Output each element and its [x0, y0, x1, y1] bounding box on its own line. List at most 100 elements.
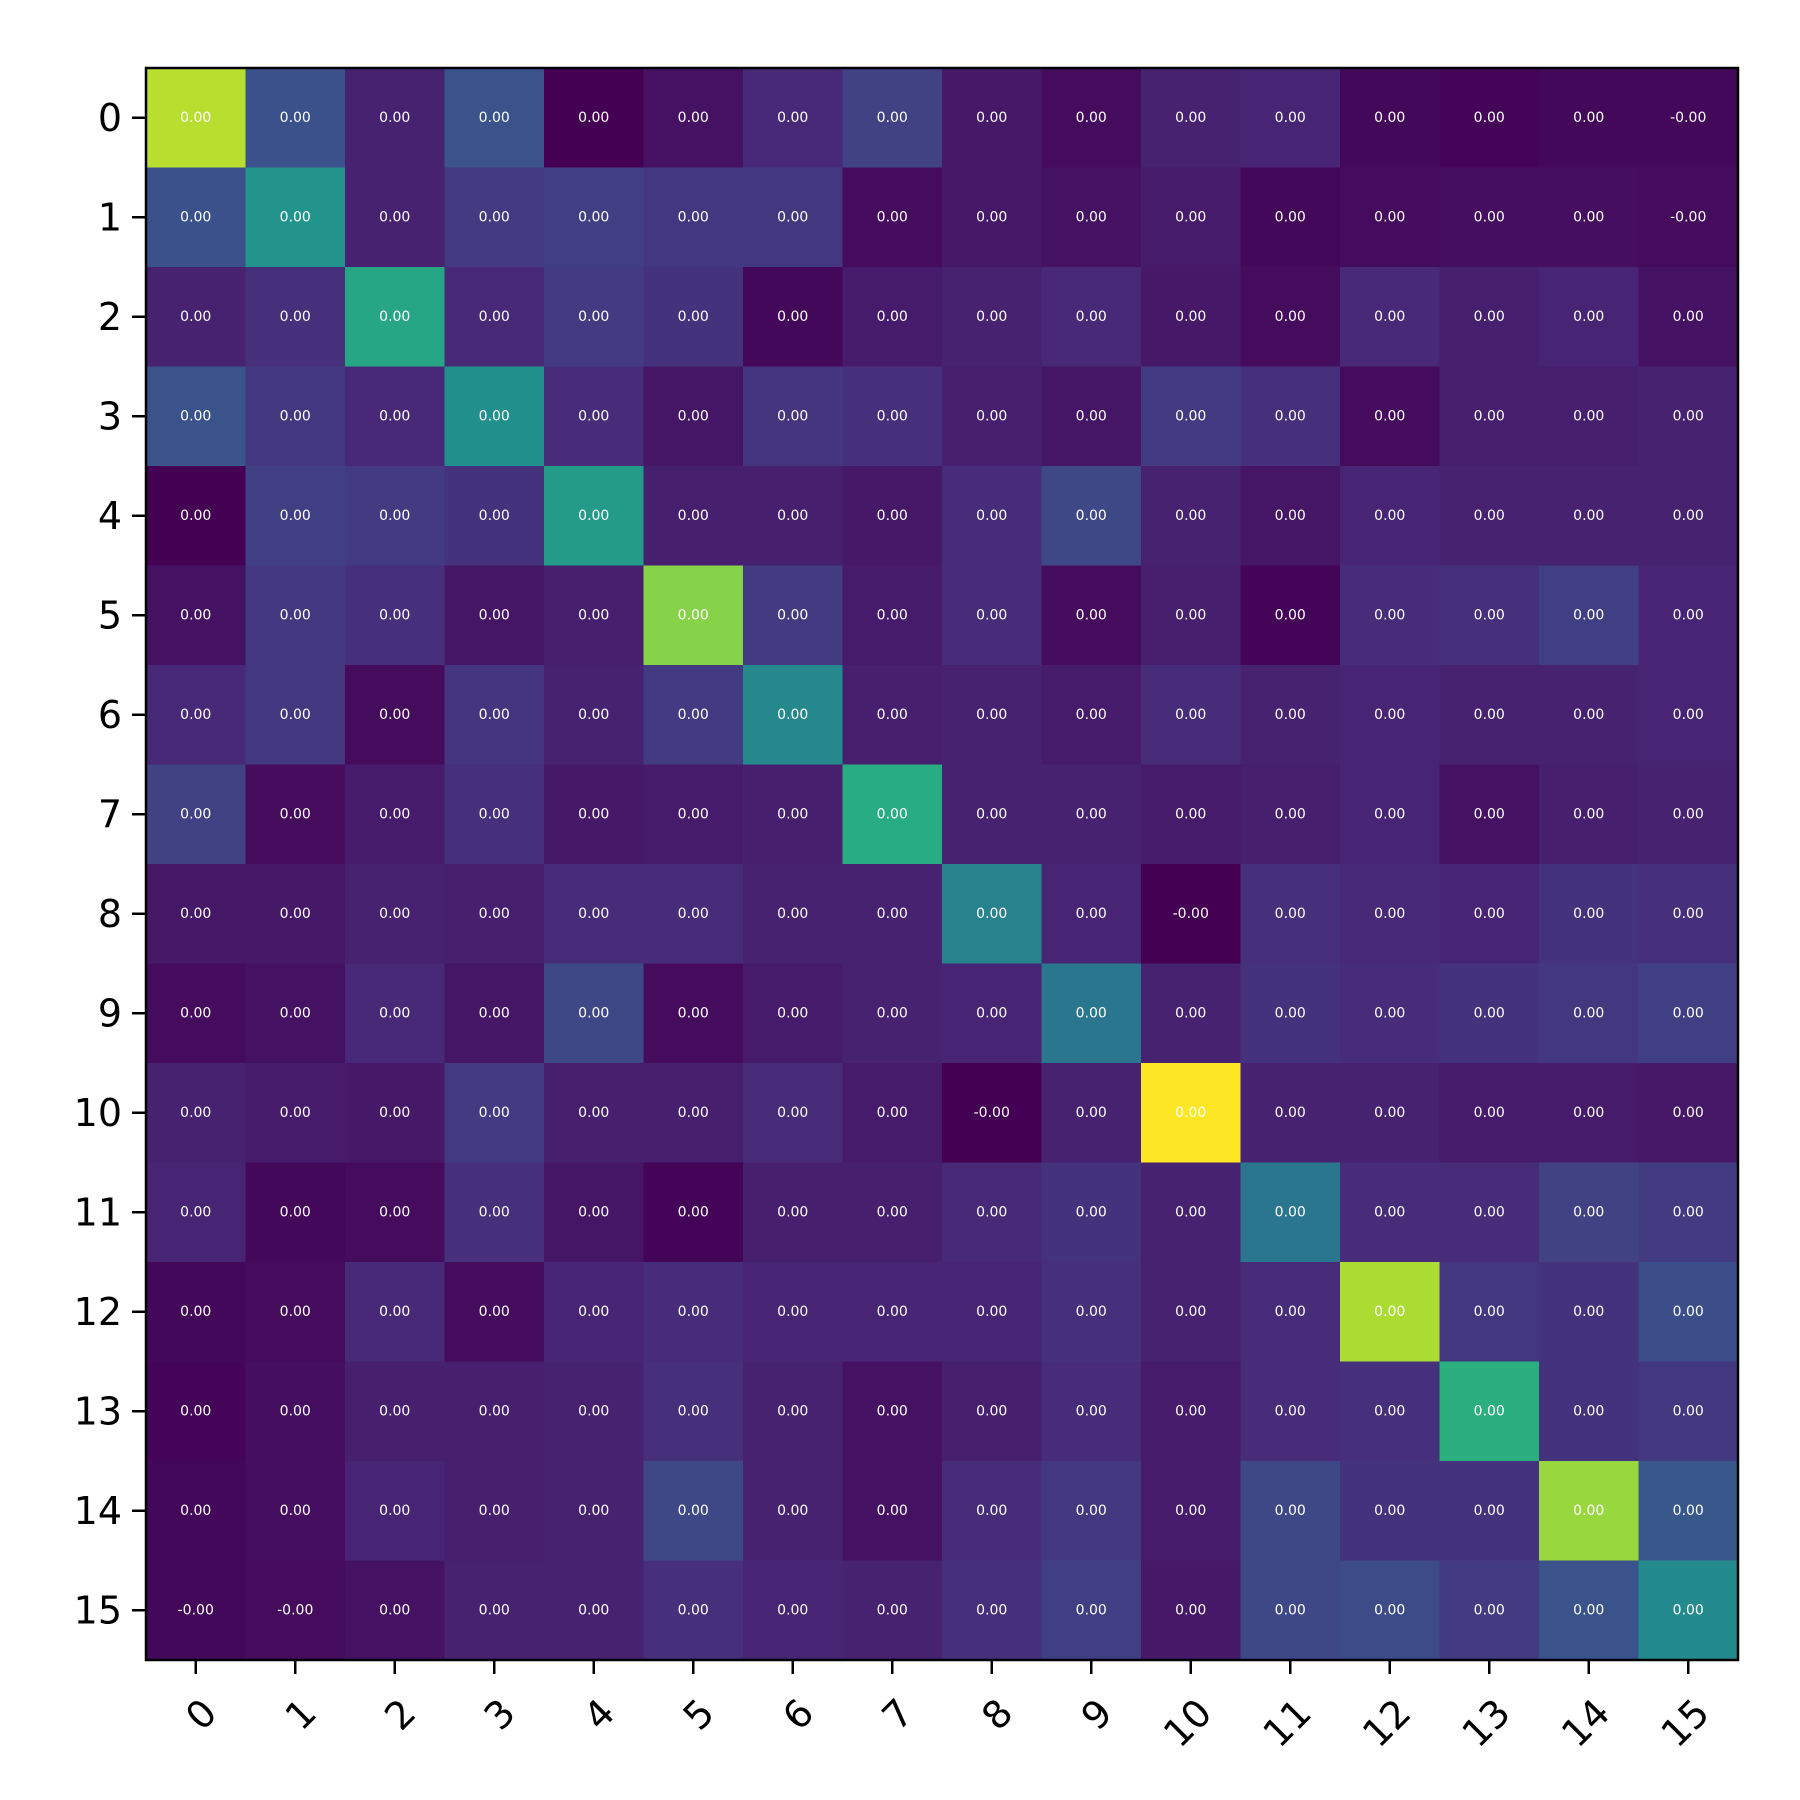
- heatmap-cell: [1141, 68, 1242, 169]
- cell-value-label: 0.00: [678, 1503, 709, 1519]
- heatmap-cell: [1240, 1063, 1341, 1164]
- heatmap-cell: [643, 764, 744, 865]
- heatmap-cell: [1141, 366, 1242, 467]
- cell-value-label: 0.00: [578, 906, 609, 922]
- cell-value-label: -0.00: [1173, 906, 1209, 922]
- cell-value-label: 0.00: [578, 1105, 609, 1121]
- cell-value-label: 0.00: [1573, 508, 1604, 524]
- cell-value-label: 0.00: [976, 408, 1007, 424]
- cell-value-label: 0.00: [1076, 1503, 1107, 1519]
- cell-value-label: 0.00: [1076, 707, 1107, 723]
- cell-value-label: 0.00: [1374, 1204, 1405, 1220]
- heatmap-cell: [444, 1461, 545, 1562]
- cell-value-label: 0.00: [1474, 508, 1505, 524]
- cell-value-label: 0.00: [678, 1602, 709, 1618]
- heatmap-cell: [245, 963, 346, 1064]
- heatmap-cell: [544, 665, 645, 766]
- heatmap-cell: [1240, 366, 1341, 467]
- x-tick-label: 4: [575, 1690, 623, 1738]
- heatmap-cell: [444, 267, 545, 368]
- cell-value-label: 0.00: [479, 607, 510, 623]
- x-tick-label: 10: [1155, 1690, 1220, 1755]
- cell-value-label: 0.00: [1474, 1304, 1505, 1320]
- heatmap-cell: [643, 1262, 744, 1363]
- y-tick-label: 15: [74, 1588, 122, 1632]
- plot-frame: [144, 66, 1740, 1662]
- heatmap-cell: [1041, 366, 1142, 467]
- heatmap-cell: [1141, 167, 1242, 268]
- heatmap-cell: [1539, 68, 1640, 169]
- y-tick-label: 13: [74, 1389, 122, 1433]
- cell-value-label: 0.00: [578, 1503, 609, 1519]
- cell-value-label: 0.00: [1474, 707, 1505, 723]
- heatmap-cell: [1240, 68, 1341, 169]
- heatmap-cells: [146, 68, 1739, 1661]
- cell-value-label: 0.00: [1175, 508, 1206, 524]
- y-tick-label: 14: [74, 1489, 122, 1533]
- heatmap-cell: [245, 1063, 346, 1164]
- y-tick-label: 6: [98, 693, 122, 737]
- heatmap-cell: [643, 1063, 744, 1164]
- cell-value-label: 0.00: [777, 1005, 808, 1021]
- cell-value-label: 0.00: [1673, 1503, 1704, 1519]
- heatmap-cell: [544, 1063, 645, 1164]
- cell-value-label: 0.00: [1175, 1005, 1206, 1021]
- cell-value-label: 0.00: [1076, 209, 1107, 225]
- cell-value-label: 0.00: [1175, 607, 1206, 623]
- cell-value-label: 0.00: [180, 1005, 211, 1021]
- heatmap-cell: [842, 764, 943, 865]
- y-tick-label: 7: [98, 792, 122, 836]
- cell-value-label: 0.00: [1275, 1105, 1306, 1121]
- cell-value-label: 0.00: [1673, 508, 1704, 524]
- cell-value-label: 0.00: [777, 508, 808, 524]
- cell-value-label: 0.00: [1374, 806, 1405, 822]
- cell-value-label: 0.00: [1573, 1204, 1604, 1220]
- heatmap-cell: [1340, 366, 1441, 467]
- heatmap-cell: [1539, 1361, 1640, 1462]
- heatmap-cell: [1340, 267, 1441, 368]
- cell-value-label: 0.00: [1076, 1204, 1107, 1220]
- cell-value-label: 0.00: [1275, 508, 1306, 524]
- cell-value-label: 0.00: [1076, 906, 1107, 922]
- cell-value-label: 0.00: [877, 1005, 908, 1021]
- cell-value-label: -0.00: [178, 1602, 214, 1618]
- heatmap-cell: [345, 1063, 446, 1164]
- heatmap-cell: [942, 1262, 1043, 1363]
- heatmap-cell: [643, 167, 744, 268]
- heatmap-cell: [345, 1262, 446, 1363]
- cell-value-label: 0.00: [280, 508, 311, 524]
- heatmap-cell: [345, 864, 446, 965]
- heatmap-cell: [1041, 1063, 1142, 1164]
- cell-value-label: 0.00: [578, 508, 609, 524]
- cell-value-label: 0.00: [777, 1204, 808, 1220]
- heatmap-cell: [245, 1361, 346, 1462]
- x-tick-label: 12: [1354, 1690, 1419, 1755]
- cell-value-label: 0.00: [1374, 209, 1405, 225]
- heatmap-cell: [1240, 167, 1341, 268]
- cell-value-label: 0.00: [678, 607, 709, 623]
- heatmap-cell: [1340, 764, 1441, 865]
- cell-value-label: 0.00: [1673, 1304, 1704, 1320]
- cell-value-label: 0.00: [1573, 1005, 1604, 1021]
- heatmap-cell: [444, 963, 545, 1064]
- cell-value-label: 0.00: [1573, 806, 1604, 822]
- heatmap-cell: [1439, 167, 1540, 268]
- cell-value-label: 0.00: [678, 1403, 709, 1419]
- cell-value-label: 0.00: [1573, 309, 1604, 325]
- cell-value-label: 0.00: [877, 309, 908, 325]
- heatmap-cell: [942, 1162, 1043, 1263]
- heatmap-cell: [643, 466, 744, 567]
- heatmap-cell: [1638, 665, 1739, 766]
- cell-value-label: 0.00: [479, 408, 510, 424]
- heatmap-cell: [1439, 466, 1540, 567]
- cell-value-label: 0.00: [1673, 1204, 1704, 1220]
- cell-value-label: 0.00: [678, 1204, 709, 1220]
- cell-value-label: 0.00: [180, 209, 211, 225]
- cell-value-label: 0.00: [777, 209, 808, 225]
- heatmap-cell: [544, 864, 645, 965]
- cell-value-label: 0.00: [1474, 806, 1505, 822]
- heatmap-cell: [345, 665, 446, 766]
- cell-value-label: 0.00: [877, 707, 908, 723]
- cell-value-label: 0.00: [1573, 1503, 1604, 1519]
- heatmap-cell: [1141, 1162, 1242, 1263]
